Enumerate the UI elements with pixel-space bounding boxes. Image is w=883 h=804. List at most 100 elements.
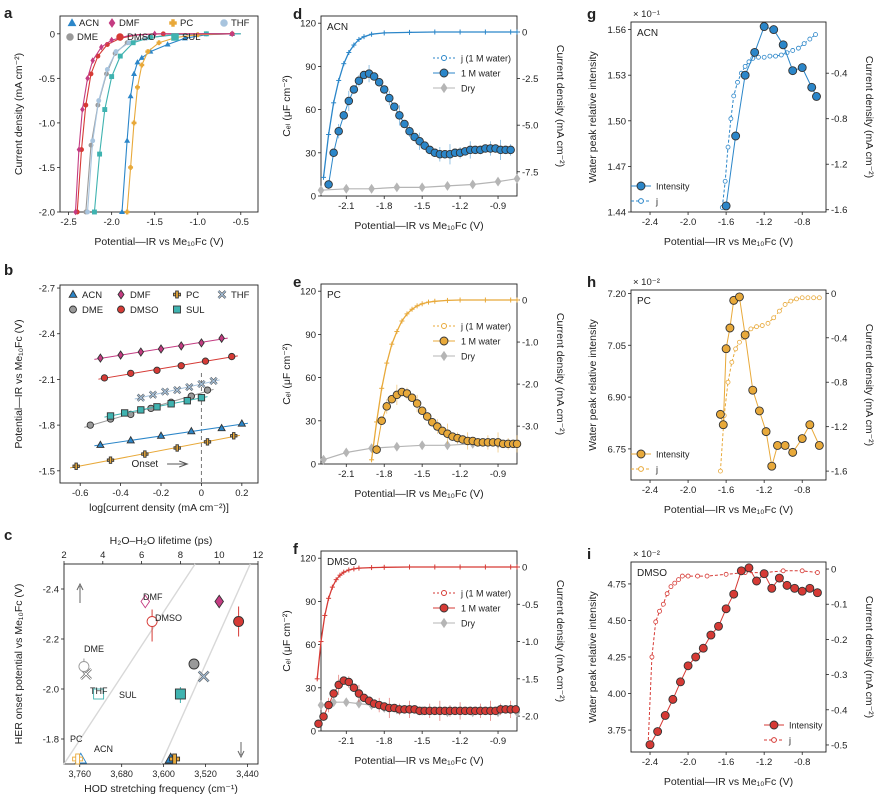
x-tick-label: -1.6 xyxy=(718,757,734,768)
data-point-SUL xyxy=(97,151,103,157)
y-tick-label: -1.5 xyxy=(39,163,55,174)
data-point-ACN xyxy=(164,41,171,47)
legend-label-intensity: Intensity xyxy=(656,450,690,460)
y-tick-label: 1.47 xyxy=(608,162,627,173)
y-scale-label: × 10⁻¹ xyxy=(633,9,660,20)
legend-THF-label: THF xyxy=(231,290,250,301)
legend-label-j: j (1 M water) xyxy=(460,589,511,599)
y2-tick-label: -0.3 xyxy=(831,670,847,681)
x-tick-label: -2.5 xyxy=(60,217,76,228)
data-point-DMF xyxy=(152,30,157,38)
data-point-SUL xyxy=(121,409,129,417)
current-density-point xyxy=(765,320,771,326)
water-cdl-point xyxy=(390,102,399,111)
x-tick-label: -1.5 xyxy=(147,217,163,228)
y2-tick-label: 0 xyxy=(831,289,836,300)
data-point-THF-d xyxy=(209,377,218,385)
data-point-PC-v xyxy=(129,165,132,170)
x-tick-label: -2.4 xyxy=(642,217,658,228)
legend-DMSO-label: DMSO xyxy=(130,305,159,316)
legend-intensity: Intensity xyxy=(764,721,823,731)
water-cdl-point xyxy=(344,677,354,687)
y2-axis-title: Current density (mA cm⁻²) xyxy=(863,324,875,446)
dry-point xyxy=(418,440,426,451)
data-point-DMF xyxy=(117,350,124,360)
current-density-point xyxy=(731,93,737,99)
data-point-PC-v xyxy=(143,450,147,458)
current-density-point xyxy=(788,298,794,304)
y-axis-title: Cₑₗ (μF cm⁻²) xyxy=(281,610,293,672)
intensity-point xyxy=(769,25,779,35)
data-point-DMF xyxy=(229,30,235,38)
y2-axis-title: Current density (mA cm⁻²) xyxy=(863,596,875,718)
x-tick-label: -1.5 xyxy=(414,201,430,212)
legend-label-j: j (1 M water) xyxy=(460,54,511,64)
legend-DMF: DMF xyxy=(117,289,151,301)
filled-point-PC-v xyxy=(172,753,177,765)
point-label-DMSO: DMSO xyxy=(155,613,182,623)
legend-SUL-label: SUL xyxy=(182,32,200,43)
y2-tick-label: -0.5 xyxy=(522,600,538,611)
legend-PC-label: PC xyxy=(180,18,193,29)
data-point-THF xyxy=(136,393,145,402)
y2-tick-label: -2.0 xyxy=(522,380,538,391)
intensity-point xyxy=(814,441,824,450)
panel-label-c: c xyxy=(4,527,12,544)
water-cdl-point xyxy=(407,393,417,403)
data-point-PC-v xyxy=(232,432,236,440)
panel-d: ACN -2.1 -1.8 -1.5 -1.2 -0.9 0 30 60 90 120 0 -2.5 -5… xyxy=(281,15,566,232)
current-density-point xyxy=(761,54,767,60)
legend-THF-marker xyxy=(220,19,228,27)
x2-tick-label: 2 xyxy=(61,550,66,561)
y2-tick-label: -1.6 xyxy=(831,205,847,216)
data-point-PC-v xyxy=(196,32,199,38)
y2-tick-label: 0 xyxy=(522,563,527,574)
legend-SUL: SUL xyxy=(173,305,204,316)
legend-marker xyxy=(441,323,447,329)
data-point-SUL xyxy=(147,34,153,40)
current-density-point xyxy=(799,568,805,574)
intensity-point xyxy=(653,727,663,736)
intensity-point xyxy=(790,583,800,593)
solvent-tag: DMSO xyxy=(327,557,357,568)
legend-label-water: 1 M water xyxy=(461,604,501,614)
y-axis-title: Water peak relative intensity xyxy=(587,591,599,723)
y-tick-label: 30 xyxy=(305,683,316,694)
data-point-DMF xyxy=(218,333,225,344)
data-point-PC xyxy=(131,120,137,126)
intensity-point xyxy=(725,323,735,333)
x-axis-title: Potential—IR vs Me₁₀Fc (V) xyxy=(354,488,483,500)
y2-tick-label: -1.0 xyxy=(522,338,538,349)
x-tick-label: -1.5 xyxy=(414,469,430,480)
y-axis-title: Cₑₗ (μF cm⁻²) xyxy=(281,343,293,405)
intensity-point xyxy=(780,441,790,450)
legend-DMF-marker xyxy=(108,18,116,28)
intensity-point xyxy=(736,566,746,576)
x-tick-label: -1.6 xyxy=(718,485,734,496)
data-point-DMF xyxy=(76,146,82,153)
open-point-THF-d xyxy=(80,668,92,680)
dry-point xyxy=(444,180,451,191)
data-point-DMF xyxy=(109,36,114,44)
legend-marker xyxy=(439,603,449,613)
current-density-point xyxy=(679,573,685,579)
data-point-PC xyxy=(128,165,134,170)
intensity-point xyxy=(729,589,739,599)
current-density-point xyxy=(742,63,748,69)
y-tick-label: 30 xyxy=(305,148,316,159)
current-density-point xyxy=(796,45,801,51)
y-tick-label: -1.5 xyxy=(39,466,55,477)
intensity-point xyxy=(812,588,822,598)
intensity-point xyxy=(788,447,798,457)
data-point-ACN xyxy=(217,423,226,432)
intensity-point xyxy=(706,630,716,640)
data-point-SUL xyxy=(153,403,161,411)
y-tick-label: 60 xyxy=(305,105,316,116)
dry-point xyxy=(342,447,350,458)
onset-annotation: Onset xyxy=(132,459,159,470)
intensity-point xyxy=(715,409,725,419)
legend-marker xyxy=(638,466,644,472)
x-axis-title: Potential—IR vs Me₁₀Fc (V) xyxy=(664,504,793,516)
data-point-THF-d xyxy=(161,387,169,396)
solvent-tag: PC xyxy=(637,296,651,307)
